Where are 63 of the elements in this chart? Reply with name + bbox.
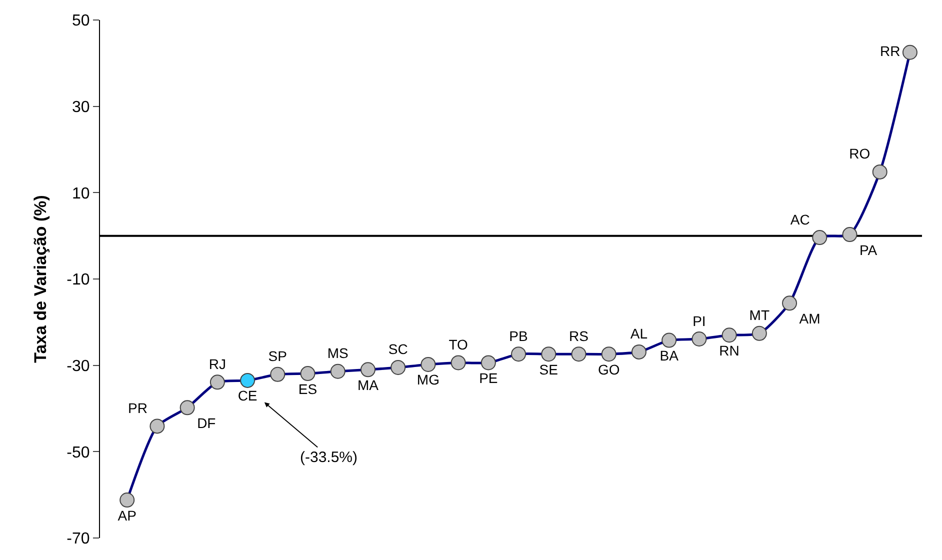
point [812,230,828,246]
data-label: RJ [208,356,226,372]
data-label: MS [327,345,348,362]
point [210,374,225,390]
data-label: BA [660,348,680,364]
point [752,326,767,341]
y-tick-label: -70 [66,530,90,548]
data-label: MT [749,307,770,324]
data-label: PR [128,400,148,416]
point [631,344,646,360]
point [390,360,406,375]
point [330,364,346,379]
data-label: RS [569,328,588,344]
data-label: RO [849,146,870,162]
point [360,362,376,378]
point [902,44,918,60]
y-tick-label: 50 [72,12,90,30]
point [420,356,436,372]
point [662,332,677,348]
point [842,227,858,242]
point [240,372,256,388]
y-tick-label: 10 [72,185,90,202]
point [722,328,737,343]
data-label: MA [357,376,380,393]
point [872,164,888,180]
data-label: SC [388,341,408,358]
point [511,346,526,362]
data-label: ES [298,380,318,397]
point [120,492,135,508]
point [450,355,466,370]
annotation: (-33.5%) [300,449,358,466]
point [480,355,496,370]
y-tick-label: -30 [66,358,90,375]
point [180,400,195,416]
data-label: DF [197,414,216,431]
data-label: TO [448,336,468,352]
point [300,366,316,382]
data-label: MG [416,372,440,388]
point [270,366,286,382]
data-label: RR [880,42,900,59]
point [541,346,556,362]
point [150,418,165,434]
data-label: CE [238,388,258,404]
point [782,296,798,311]
data-label: AC [790,211,810,228]
data-label: PE [479,370,498,386]
data-label: AP [118,507,136,524]
data-label: PI [692,312,706,329]
data-label: RN [719,342,740,358]
y-tick-label: -50 [66,444,90,462]
data-label: AL [630,326,648,342]
data-label: SP [268,348,287,364]
point [692,332,707,346]
y-tick-label: 30 [72,98,90,116]
data-label: PA [859,242,878,258]
y-axis-title: Taxa de Variação (%) [31,195,50,363]
point [601,346,616,362]
data-label: PB [509,328,528,344]
data-label: SE [539,361,558,378]
data-label: GO [598,361,620,378]
data-label: AM [799,310,820,326]
y-tick-label: -10 [66,272,90,289]
point [571,346,586,362]
